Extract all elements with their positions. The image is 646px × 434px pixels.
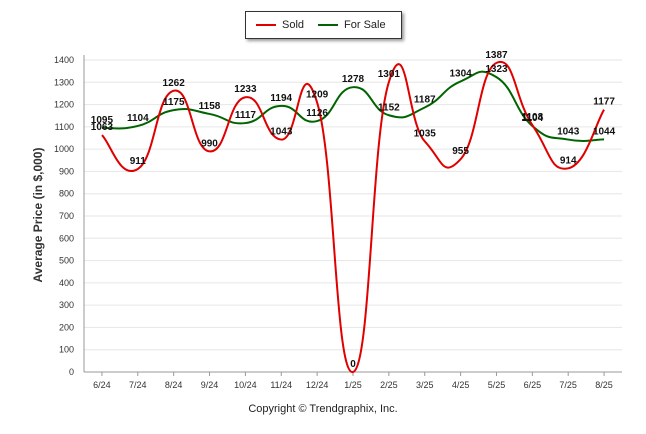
- x-tick-label: 6/25: [524, 380, 542, 390]
- y-tick-label: 700: [59, 211, 74, 221]
- data-label-for-sale: 1152: [378, 102, 400, 113]
- x-tick-label: 12/24: [306, 380, 329, 390]
- series-line-sold: [101, 60, 605, 374]
- x-tick-label: 8/24: [165, 380, 183, 390]
- y-tick-label: 1200: [54, 100, 74, 110]
- data-label-for-sale: 1104: [127, 113, 149, 124]
- y-tick-label: 500: [59, 256, 74, 266]
- data-label-for-sale: 1095: [91, 115, 114, 126]
- legend-label-for-sale: For Sale: [344, 19, 386, 31]
- y-tick-label: 800: [59, 189, 74, 199]
- y-tick-label: 400: [59, 278, 74, 288]
- data-label-sold: 1043: [270, 127, 293, 138]
- data-label-sold: 0: [350, 359, 356, 370]
- x-tick-label: 7/25: [559, 380, 577, 390]
- y-axis-label: Average Price (in $,000): [31, 147, 45, 283]
- x-tick-label: 8/25: [595, 380, 613, 390]
- data-label-sold: 955: [452, 146, 469, 157]
- data-label-sold: 911: [130, 156, 147, 167]
- y-tick-label: 100: [59, 345, 74, 355]
- y-tick-label: 900: [59, 166, 74, 176]
- data-label-for-sale: 1175: [163, 97, 185, 108]
- data-label-sold: 1301: [378, 69, 401, 80]
- copyright-footer: Copyright © Trendgraphix, Inc.: [248, 403, 398, 415]
- series-line-for-sale: [101, 70, 605, 142]
- y-tick-label: 1100: [55, 122, 74, 132]
- data-label-for-sale: 1043: [557, 127, 580, 138]
- x-tick-label: 10/24: [234, 380, 257, 390]
- y-tick-label: 600: [59, 233, 74, 243]
- x-tick-label: 11/24: [270, 380, 292, 390]
- data-label-for-sale: 1044: [593, 126, 616, 137]
- data-label-for-sale: 1126: [306, 108, 328, 119]
- data-label-sold: 1063: [91, 122, 114, 133]
- x-tick-label: 1/25: [344, 380, 362, 390]
- legend-swatch-for-sale: [318, 24, 339, 26]
- y-tick-label: 1400: [54, 55, 74, 65]
- legend-swatch-sold: [256, 24, 276, 26]
- x-tick-label: 9/24: [201, 380, 219, 390]
- data-label-sold: 990: [201, 138, 218, 149]
- data-label-sold: 1233: [234, 84, 257, 95]
- y-tick-label: 0: [69, 367, 74, 377]
- data-label-for-sale: 1323: [485, 64, 508, 75]
- data-label-for-sale: 1304: [449, 68, 472, 79]
- legend-label-sold: Sold: [282, 19, 305, 31]
- data-label-for-sale: 1158: [199, 101, 221, 112]
- x-tick-label: 5/25: [488, 380, 506, 390]
- y-tick-label: 1300: [54, 77, 74, 87]
- data-label-for-sale: 1187: [414, 94, 436, 105]
- data-label-for-sale: 1117: [235, 110, 257, 121]
- x-tick-label: 4/25: [452, 380, 470, 390]
- x-tick-label: 6/24: [93, 380, 111, 390]
- legend-entry-sold: Sold: [256, 19, 304, 31]
- data-label-for-sale: 1194: [270, 93, 292, 104]
- y-tick-label: 200: [59, 322, 74, 332]
- x-tick-label: 7/24: [129, 380, 147, 390]
- legend: Sold For Sale: [245, 11, 402, 39]
- x-tick-label: 2/25: [380, 380, 398, 390]
- data-label-sold: 1209: [306, 90, 329, 101]
- data-label-sold: 1108: [521, 112, 543, 123]
- data-label-sold: 914: [560, 155, 577, 166]
- data-label-sold: 1177: [593, 97, 615, 108]
- legend-entry-for-sale: For Sale: [318, 19, 386, 31]
- data-label-sold: 1387: [485, 50, 508, 61]
- data-label-sold: 1035: [414, 128, 437, 139]
- y-tick-label: 1000: [54, 144, 74, 154]
- data-label-for-sale: 1278: [342, 74, 365, 85]
- data-label-sold: 1262: [163, 78, 186, 89]
- data-label-for-sale: 1104: [521, 113, 543, 124]
- x-tick-label: 3/25: [416, 380, 434, 390]
- y-tick-label: 300: [59, 300, 74, 310]
